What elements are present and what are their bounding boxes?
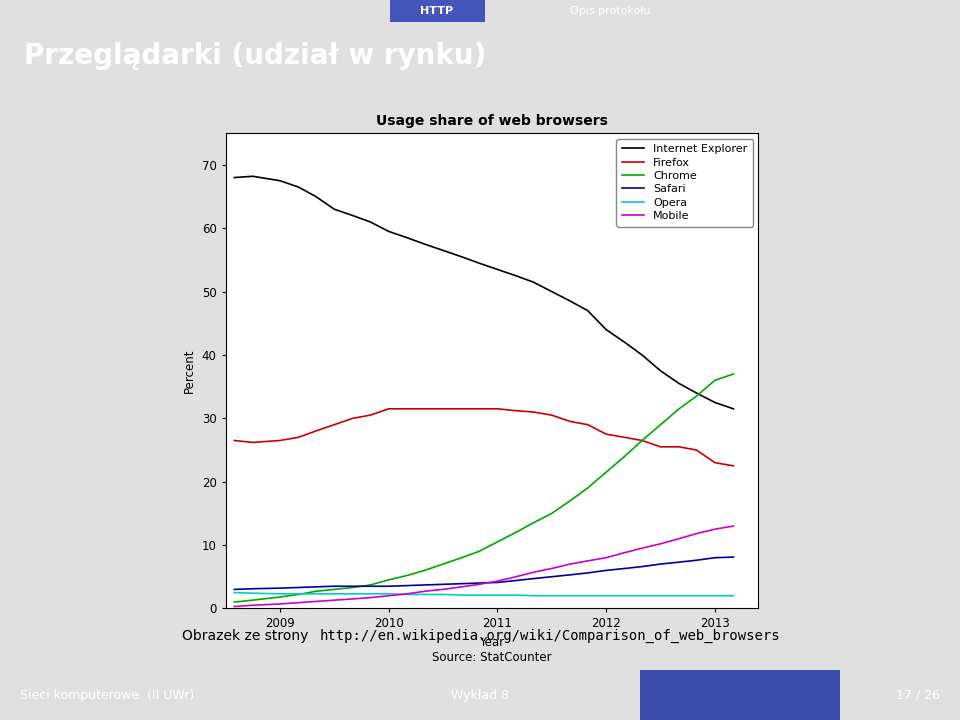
Text: 17 / 26: 17 / 26 (896, 688, 940, 701)
Text: Obrazek ze strony: Obrazek ze strony (182, 629, 308, 643)
Text: HTTP: HTTP (420, 6, 453, 16)
Bar (640, 670, 840, 720)
Text: Opis protokołu: Opis protokołu (570, 6, 651, 16)
Text: Przeglądarki (udział w rynku): Przeglądarki (udział w rynku) (24, 42, 487, 70)
X-axis label: Year
Source: StatCounter: Year Source: StatCounter (432, 636, 552, 664)
Bar (390, 0, 485, 22)
Text: http://en.wikipedia.org/wiki/Comparison_of_web_browsers: http://en.wikipedia.org/wiki/Comparison_… (320, 629, 780, 644)
Title: Usage share of web browsers: Usage share of web browsers (376, 114, 608, 128)
Text: Sieci komputerowe  (II UWr): Sieci komputerowe (II UWr) (20, 688, 194, 701)
Legend: Internet Explorer, Firefox, Chrome, Safari, Opera, Mobile: Internet Explorer, Firefox, Chrome, Safa… (616, 139, 753, 227)
Y-axis label: Percent: Percent (183, 348, 196, 393)
Text: Wykład 8: Wykład 8 (451, 688, 509, 701)
